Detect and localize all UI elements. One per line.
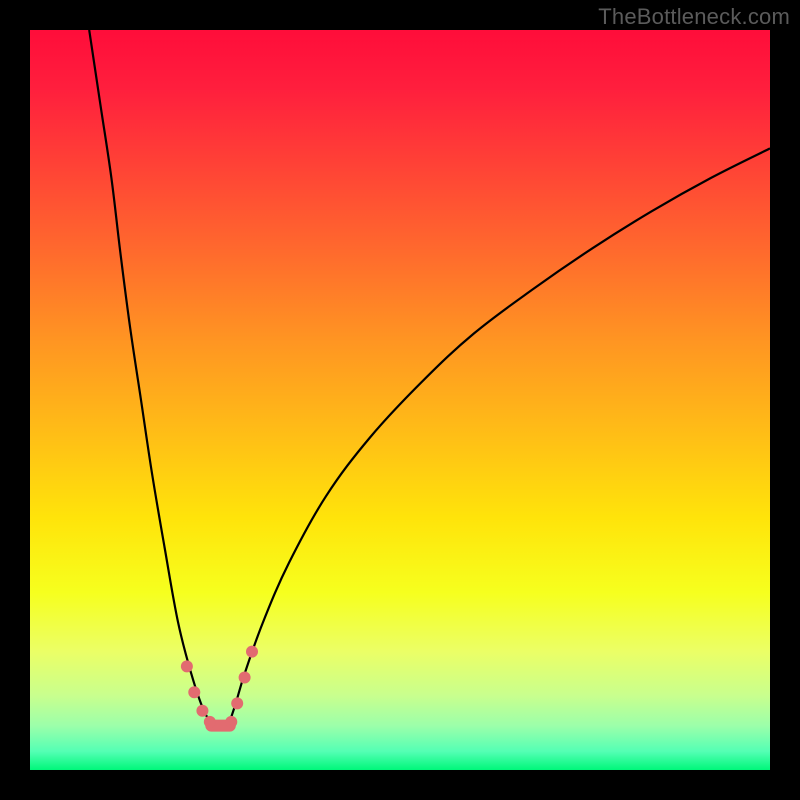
curve-marker	[246, 646, 258, 658]
chart-frame: TheBottleneck.com	[0, 0, 800, 800]
curve-marker	[204, 716, 216, 728]
left-curve	[89, 30, 213, 726]
right-curve	[228, 148, 770, 725]
curve-marker	[181, 660, 193, 672]
watermark-text: TheBottleneck.com	[598, 4, 790, 30]
chart-area	[30, 30, 770, 770]
curve-marker	[239, 672, 251, 684]
left-curve-markers	[181, 660, 216, 728]
curve-marker	[196, 705, 208, 717]
curve-marker	[188, 686, 200, 698]
curve-marker	[225, 716, 237, 728]
chart-curves	[30, 30, 770, 770]
curve-marker	[231, 697, 243, 709]
